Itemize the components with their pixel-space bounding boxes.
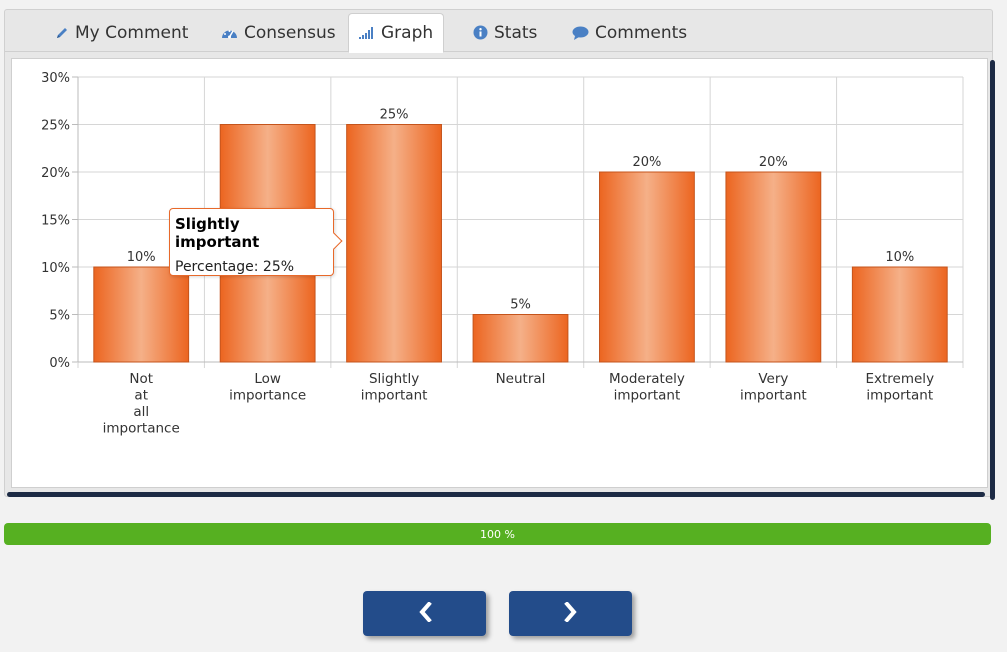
tab-label: Consensus	[244, 22, 336, 43]
previous-button[interactable]	[363, 591, 486, 636]
x-category-label: important	[866, 388, 933, 404]
bar-data-label: 20%	[759, 155, 788, 170]
x-category-label: Very	[758, 371, 788, 387]
vertical-scrollbar[interactable]	[990, 60, 995, 500]
bar-chart: 0%5%10%15%20%25%30%10%Notatallimportance…	[41, 71, 964, 437]
dashboard-icon	[221, 26, 238, 40]
progress-label: 100 %	[480, 527, 515, 541]
x-category-label: Moderately	[609, 371, 685, 387]
bar-data-label: 10%	[127, 250, 156, 265]
comment-bubble-icon	[572, 26, 589, 40]
y-tick-label: 5%	[49, 309, 70, 324]
x-category-label: important	[614, 388, 681, 404]
progress-bar: 100 %	[4, 523, 991, 545]
tab-label: Comments	[595, 22, 688, 43]
y-tick-label: 0%	[49, 356, 70, 371]
next-button[interactable]	[509, 591, 632, 636]
x-category-label: at	[134, 388, 148, 404]
bar-data-label: 25%	[380, 108, 409, 123]
x-category-label: important	[740, 388, 807, 404]
bar	[725, 171, 822, 363]
tab-bar: My Comment Consensus Graph Stats Comment…	[5, 10, 992, 53]
tooltip-value: Percentage: 25%	[175, 259, 295, 275]
tab-label: Stats	[494, 22, 538, 43]
bar	[599, 171, 695, 363]
bar-data-label: 10%	[885, 250, 914, 265]
bar-data-label: 5%	[510, 298, 531, 313]
bar	[93, 266, 190, 363]
x-category-label: Low	[254, 371, 281, 387]
tooltip-title: Slightly important	[175, 215, 260, 251]
chart-area: 0% 5% 10% 15% 20% 25% 30% 10% Not at all importance…	[11, 58, 988, 488]
tab-comments[interactable]: Comments	[562, 13, 697, 52]
y-tick-label: 25%	[41, 119, 70, 134]
tab-my-comment[interactable]: My Comment	[45, 13, 198, 52]
chevron-left-icon	[418, 600, 432, 626]
bar	[472, 314, 569, 363]
signal-bars-icon	[359, 27, 375, 39]
horizontal-scrollbar[interactable]	[7, 492, 985, 497]
x-category-label: Not	[129, 371, 153, 387]
x-category-label: Slightly	[369, 371, 419, 387]
x-category-label: importance	[229, 388, 306, 404]
x-category-label: Extremely	[865, 371, 934, 387]
chevron-right-icon	[563, 600, 578, 626]
bar	[346, 124, 442, 363]
tab-label: My Comment	[75, 22, 189, 43]
x-category-label: importance	[103, 421, 180, 437]
tab-stats[interactable]: Stats	[463, 13, 547, 52]
tab-graph[interactable]: Graph	[348, 13, 445, 53]
tab-consensus[interactable]: Consensus	[211, 13, 346, 52]
x-category-label: important	[361, 388, 428, 404]
bar-data-label: 20%	[632, 155, 661, 170]
tab-label: Graph	[381, 23, 434, 43]
y-tick-label: 15%	[41, 214, 70, 229]
y-tick-label: 20%	[41, 166, 70, 181]
x-category-label: all	[133, 404, 149, 420]
results-panel: My Comment Consensus Graph Stats Comment…	[4, 9, 995, 500]
pencil-icon	[55, 26, 69, 40]
y-tick-label: 30%	[41, 71, 70, 86]
info-circle-icon	[473, 25, 488, 40]
bar	[851, 266, 948, 363]
chart-tooltip: Slightly important Percentage: 25%	[169, 208, 343, 276]
x-category-label: Neutral	[496, 371, 546, 387]
y-tick-label: 10%	[41, 261, 70, 276]
